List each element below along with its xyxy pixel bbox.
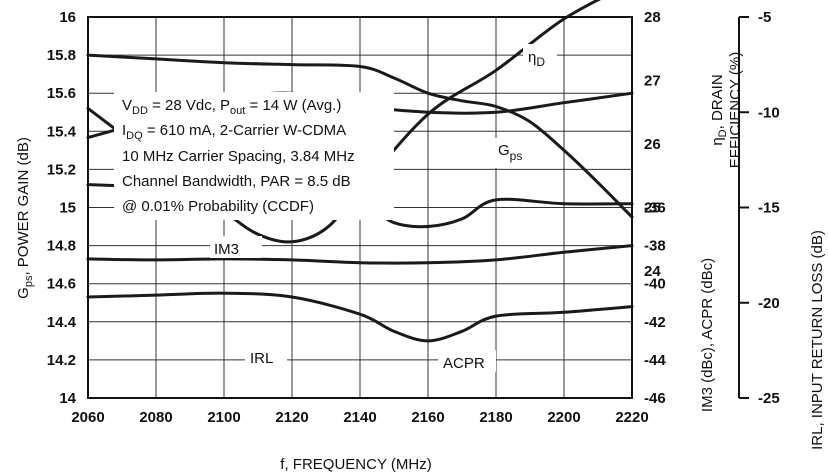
conditions-box	[114, 92, 394, 220]
x-tick-label: 2200	[547, 409, 580, 426]
im3-tick-label: -44	[644, 352, 666, 369]
series-label-gps: Gps	[498, 142, 522, 163]
series-label-acpr: ACPR	[443, 355, 485, 372]
im3-axis-title: IM3 (dBc), ACPR (dBc)	[699, 258, 716, 412]
irl-axis-title: IRL, INPUT RETURN LOSS (dB)	[809, 230, 826, 450]
irl-axis: -5 -10 -15 -20 -25	[738, 9, 780, 407]
gps-label-bg	[493, 138, 539, 168]
series-line-gps-0	[86, 53, 634, 219]
left-tick-label: 15.8	[47, 47, 76, 64]
right-tick-labels: 24 25 26 27 28 -46 -44 -42 -40 -38 -36	[644, 9, 666, 407]
x-tick-label: 2160	[411, 409, 444, 426]
left-tick-label: 14.6	[47, 276, 76, 293]
left-tick-labels: 14 14.2 14.4 14.6 14.8 15 15.2 15.4 15.6 15.8 16	[47, 9, 77, 407]
left-tick-label: 15.2	[47, 161, 76, 178]
x-tick-label: 2180	[479, 409, 512, 426]
im3-tick-label: -46	[644, 390, 666, 407]
left-tick-label: 15.6	[47, 85, 76, 102]
annotation-line-3: 10 MHz Carrier Spacing, 3.84 MHz	[122, 148, 355, 165]
left-tick-label: 15	[59, 200, 76, 217]
left-tick-label: 15.4	[47, 123, 77, 140]
left-tick-label: 14	[59, 390, 76, 407]
left-tick-label: 14.2	[47, 352, 76, 369]
x-tick-label: 2080	[139, 409, 172, 426]
series-line-im3-2	[86, 244, 634, 265]
im3-tick-label: -40	[644, 276, 666, 293]
efficiency-tick-label: 27	[644, 73, 661, 90]
irl-tick-label: -5	[758, 9, 771, 26]
series-line-acpr-3	[86, 291, 634, 343]
x-axis-title: f, FREQUENCY (MHz)	[280, 456, 431, 473]
annotation-line-1: VDD = 28 Vdc, Pout = 14 W (Avg.)	[122, 97, 341, 117]
eta-label-bg	[523, 44, 557, 66]
series-label-eta-d: ηD	[528, 49, 545, 69]
annotation-line-4: Channel Bandwidth, PAR = 8.5 dB	[122, 173, 351, 190]
irl-label-bg	[245, 345, 287, 367]
x-tick-label: 2140	[343, 409, 376, 426]
series-label-irl: IRL	[250, 350, 273, 367]
im3-tick-label: -42	[644, 314, 666, 331]
left-tick-label: 14.8	[47, 238, 76, 255]
efficiency-tick-label: 26	[644, 136, 661, 153]
x-tick-label: 2220	[615, 409, 648, 426]
im3-label-bg	[210, 236, 262, 258]
left-tick-label: 16	[59, 9, 76, 26]
x-tick-label: 2120	[275, 409, 308, 426]
acpr-label-bg	[438, 350, 496, 372]
efficiency-axis-title-1: ηD, DRAIN	[709, 74, 729, 145]
irl-tick-label: -15	[758, 200, 780, 217]
left-tick-label: 14.4	[47, 314, 77, 331]
x-tick-label: 2060	[71, 409, 104, 426]
efficiency-tick-label: 24	[644, 263, 661, 280]
im3-tick-label: -36	[644, 200, 666, 217]
im3-tick-label: -38	[644, 238, 666, 255]
annotation-line-5: @ 0.01% Probability (CCDF)	[122, 198, 314, 215]
efficiency-axis-title-2: EFFICIENCY (%)	[727, 52, 744, 168]
plot-frame	[87, 16, 633, 399]
series-label-im3: IM3	[214, 241, 239, 258]
x-tick-labels: 2060 2080 2100 2120 2140 2160 2180 2200 2220	[71, 409, 648, 426]
efficiency-tick-label: 28	[644, 9, 661, 26]
efficiency-tick-label: 25	[644, 200, 661, 217]
left-axis-title: Gps, POWER GAIN (dB)	[15, 137, 35, 299]
irl-tick-label: -10	[758, 104, 780, 121]
annotation-line-2: IDQ = 610 mA, 2-Carrier W-CDMA	[122, 122, 346, 142]
x-tick-label: 2100	[207, 409, 240, 426]
irl-tick-label: -25	[758, 390, 780, 407]
irl-tick-label: -20	[758, 295, 780, 312]
